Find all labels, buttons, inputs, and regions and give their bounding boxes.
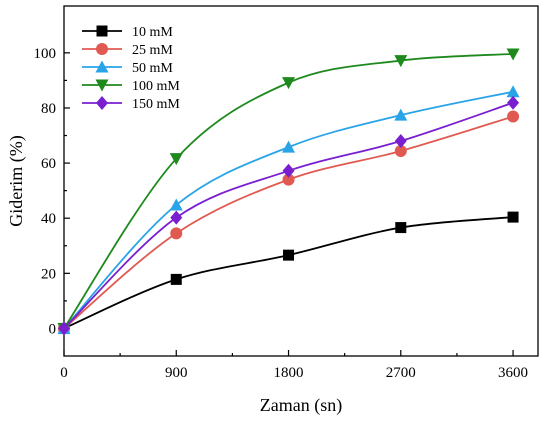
- data-point: [170, 227, 183, 240]
- x-tick-label: 1800: [274, 365, 304, 381]
- series-100-mm: [57, 48, 520, 335]
- legend-label: 100 mM: [132, 79, 180, 94]
- data-point: [282, 77, 296, 90]
- data-point: [506, 85, 520, 98]
- y-tick-label: 20: [41, 266, 56, 282]
- series-group: [57, 48, 520, 336]
- y-tick-label: 40: [41, 211, 56, 227]
- data-point: [507, 110, 520, 123]
- legend-marker: [95, 79, 109, 92]
- ticks: 0 900 1800 2700 3600 0 20 40 60 80 100: [34, 46, 529, 381]
- data-point: [282, 140, 296, 153]
- series-150-mm: [58, 95, 520, 336]
- data-point: [394, 108, 408, 121]
- legend-label: 10 mM: [132, 25, 173, 40]
- plot-frame: [63, 5, 539, 357]
- y-axis-title: Giderim (%): [6, 135, 27, 226]
- legend-label: 50 mM: [132, 61, 173, 76]
- x-tick-label: 900: [165, 365, 188, 381]
- legend-item: 10 mM: [82, 25, 173, 40]
- data-point: [394, 134, 407, 149]
- data-point: [506, 48, 520, 61]
- data-point: [169, 198, 183, 211]
- data-point: [507, 211, 519, 223]
- data-point: [170, 273, 182, 285]
- y-tick-label: 100: [34, 46, 57, 62]
- legend-marker: [96, 25, 108, 37]
- data-point: [58, 321, 70, 336]
- data-point: [394, 55, 408, 68]
- data-point: [283, 249, 295, 261]
- legend-label: 25 mM: [132, 43, 173, 58]
- y-tick-label: 60: [41, 156, 56, 172]
- legend-marker: [96, 43, 108, 55]
- y-tick-label: 80: [41, 101, 56, 117]
- legend-marker: [96, 96, 108, 110]
- x-tick-label: 3600: [498, 365, 528, 381]
- x-tick-label: 2700: [386, 365, 416, 381]
- legend-label: 150 mM: [132, 97, 180, 112]
- data-point: [170, 210, 183, 225]
- legend-item: 150 mM: [82, 96, 180, 112]
- data-point: [282, 163, 295, 178]
- series-line: [63, 216, 514, 330]
- legend-item: 50 mM: [82, 60, 173, 76]
- data-point: [394, 144, 407, 157]
- legend-item: 25 mM: [82, 43, 173, 58]
- series-line: [63, 101, 514, 330]
- data-point: [282, 173, 295, 186]
- x-tick-label: 0: [60, 365, 68, 381]
- data-point: [507, 95, 520, 110]
- data-point: [169, 153, 183, 166]
- x-axis-title: Zaman (sn): [260, 395, 342, 416]
- legend-marker: [95, 60, 109, 73]
- legend-item: 100 mM: [82, 79, 180, 94]
- series-50-mm: [57, 85, 520, 334]
- series-line: [63, 90, 514, 330]
- legend: 10 mM 25 mM 50 mM 100 mM 150 mM: [82, 25, 180, 112]
- y-tick-label: 0: [49, 321, 57, 337]
- data-point: [395, 222, 407, 234]
- series-line: [63, 53, 514, 329]
